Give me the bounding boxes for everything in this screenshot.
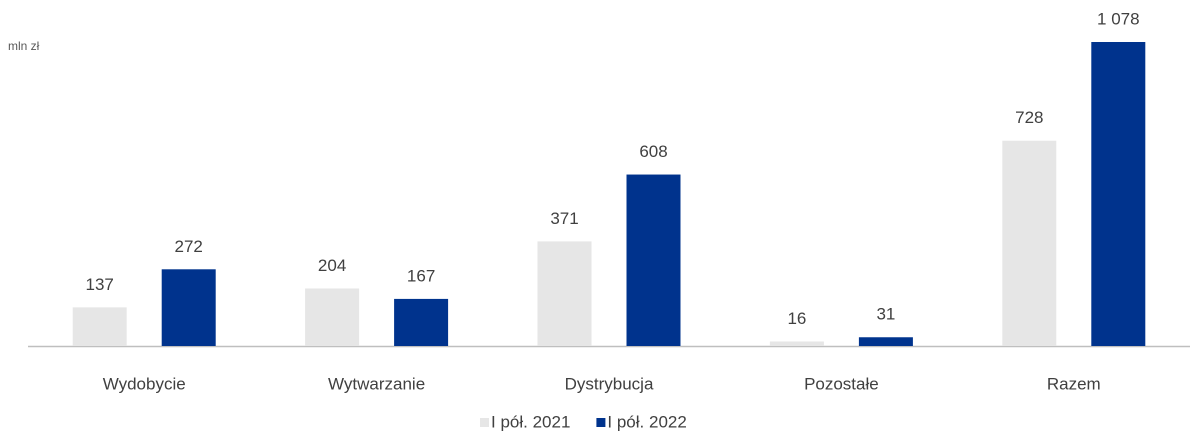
legend-swatch: [480, 418, 489, 427]
legend-label: I pół. 2022: [607, 412, 686, 431]
bar: [394, 298, 449, 346]
data-label: 272: [175, 237, 203, 256]
data-label: 204: [318, 256, 346, 275]
data-label: 137: [86, 275, 114, 294]
bar: [858, 337, 913, 346]
bar: [1002, 140, 1057, 346]
bar: [161, 269, 216, 346]
y-axis-unit: mln zł: [8, 39, 40, 53]
data-label: 16: [787, 309, 806, 328]
x-tick-label: Dystrybucja: [565, 374, 654, 393]
bar: [305, 288, 360, 346]
bar: [626, 174, 681, 346]
data-label: 31: [876, 305, 895, 324]
data-label: 371: [550, 209, 578, 228]
x-tick-label: Pozostałe: [804, 374, 879, 393]
data-label: 167: [407, 266, 435, 285]
data-label: 1 078: [1097, 9, 1140, 28]
legend-label: I pół. 2021: [491, 412, 570, 431]
bar: [1091, 42, 1146, 346]
bar: [537, 241, 592, 346]
x-tick-label: Wytwarzanie: [328, 374, 425, 393]
legend-swatch: [596, 418, 606, 427]
data-label: 728: [1015, 108, 1043, 127]
x-tick-label: Wydobycie: [103, 374, 186, 393]
bar: [769, 341, 824, 346]
data-label: 608: [639, 142, 667, 161]
x-tick-label: Razem: [1047, 374, 1101, 393]
bar: [72, 307, 127, 346]
